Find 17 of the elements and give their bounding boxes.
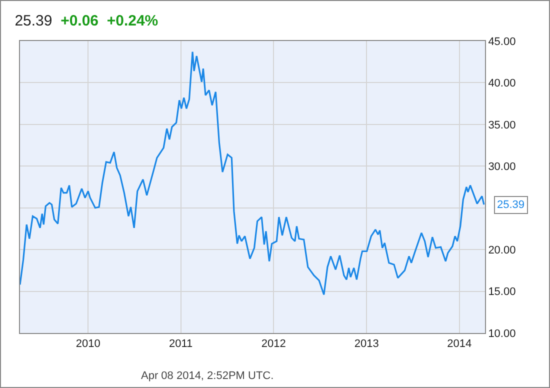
x-tick-label: 2014 bbox=[447, 338, 472, 350]
x-tick-label: 2011 bbox=[169, 338, 193, 350]
y-tick-label: 20.00 bbox=[488, 244, 516, 256]
y-tick-label: 30.00 bbox=[488, 160, 516, 173]
text: Apr 08 2014, 2:52PM UTC. bbox=[141, 370, 274, 382]
y-tick-label: 10.00 bbox=[488, 328, 516, 340]
annotation: 25.39 bbox=[497, 199, 525, 211]
x-tick-label: 2013 bbox=[354, 338, 379, 350]
line-series bbox=[20, 51, 485, 296]
y-tick-label: 35.00 bbox=[488, 119, 516, 132]
chart-subtitle: +0.06 +0.24% bbox=[60, 12, 158, 30]
chart-title: 25.39 bbox=[14, 12, 52, 30]
x-tick-label: 2012 bbox=[261, 338, 286, 350]
y-tick-label: 40.00 bbox=[488, 78, 516, 90]
y-tick-label: 15.00 bbox=[488, 286, 516, 298]
x-tick-label: 2010 bbox=[76, 338, 100, 350]
y-tick-label: 45.00 bbox=[488, 36, 516, 48]
